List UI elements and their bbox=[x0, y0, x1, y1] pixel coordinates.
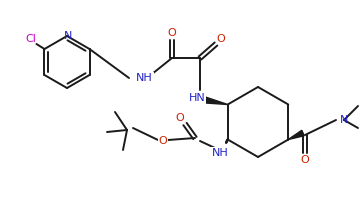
Text: NH: NH bbox=[136, 73, 153, 83]
Text: O: O bbox=[217, 34, 225, 44]
Text: O: O bbox=[168, 28, 176, 38]
Text: HN: HN bbox=[189, 93, 205, 103]
Text: N: N bbox=[340, 115, 348, 125]
Polygon shape bbox=[204, 97, 228, 104]
Text: O: O bbox=[301, 155, 309, 165]
Polygon shape bbox=[288, 130, 304, 139]
Text: NH: NH bbox=[212, 148, 228, 158]
Text: O: O bbox=[176, 113, 184, 123]
Text: N: N bbox=[64, 31, 72, 41]
Text: O: O bbox=[159, 136, 167, 146]
Text: Cl: Cl bbox=[25, 34, 36, 44]
